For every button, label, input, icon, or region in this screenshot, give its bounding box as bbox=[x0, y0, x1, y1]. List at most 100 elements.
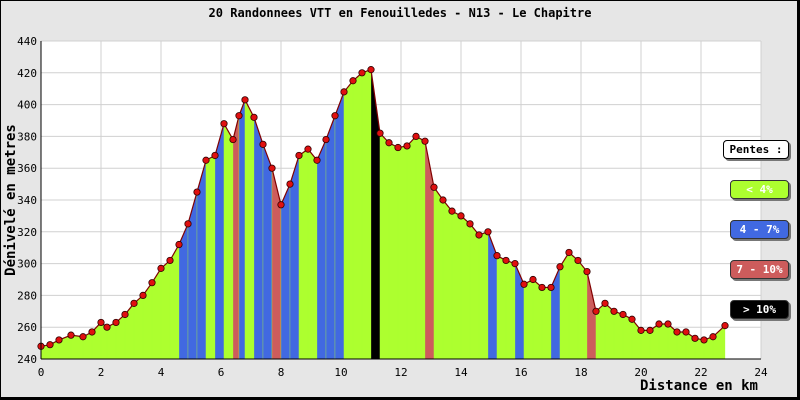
data-point bbox=[67, 331, 75, 339]
slope-segment bbox=[343, 80, 354, 360]
data-point bbox=[322, 135, 330, 144]
data-point bbox=[376, 129, 384, 137]
data-point bbox=[286, 180, 294, 188]
data-point bbox=[520, 280, 528, 288]
slope-segment bbox=[640, 330, 651, 360]
y-tick-label: 360 bbox=[17, 162, 37, 175]
slope-segment bbox=[406, 136, 417, 360]
slope-segment bbox=[238, 99, 246, 360]
x-tick-label: 4 bbox=[158, 366, 165, 379]
data-point bbox=[259, 140, 267, 148]
legend-title: Pentes : bbox=[723, 140, 789, 159]
data-point bbox=[121, 310, 129, 319]
y-tick-label: 400 bbox=[17, 99, 37, 112]
data-point bbox=[592, 307, 600, 315]
data-point bbox=[601, 299, 609, 307]
data-point bbox=[493, 252, 501, 260]
y-tick-label: 240 bbox=[17, 353, 37, 366]
data-point bbox=[637, 326, 645, 334]
y-tick-label: 420 bbox=[17, 67, 37, 80]
data-point bbox=[421, 137, 429, 145]
slope-segment bbox=[451, 210, 462, 360]
data-point bbox=[130, 299, 138, 307]
data-point bbox=[79, 333, 87, 341]
slope-segment bbox=[568, 252, 579, 360]
data-point bbox=[139, 291, 147, 299]
data-point bbox=[220, 120, 228, 128]
data-point bbox=[331, 112, 339, 120]
y-tick-label: 260 bbox=[17, 321, 37, 334]
data-point bbox=[709, 333, 717, 341]
data-point bbox=[88, 328, 96, 336]
slope-segment bbox=[541, 287, 552, 360]
slope-segment bbox=[298, 148, 309, 360]
data-point bbox=[394, 143, 402, 152]
slope-segment bbox=[232, 115, 240, 360]
data-point bbox=[538, 283, 546, 292]
data-point bbox=[628, 315, 636, 323]
x-tick-label: 14 bbox=[454, 366, 468, 379]
data-point bbox=[610, 307, 618, 315]
slope-segment bbox=[352, 72, 363, 360]
data-point bbox=[277, 201, 285, 209]
data-point bbox=[682, 328, 690, 336]
x-tick-label: 8 bbox=[278, 366, 285, 379]
data-point bbox=[148, 279, 156, 287]
data-point bbox=[403, 142, 411, 150]
data-point bbox=[475, 231, 483, 239]
y-tick-label: 340 bbox=[17, 194, 37, 207]
data-point bbox=[664, 320, 672, 328]
slope-segment bbox=[280, 184, 291, 360]
slope-segment bbox=[577, 259, 588, 360]
slope-segment bbox=[334, 91, 345, 360]
y-tick-label: 440 bbox=[17, 35, 37, 48]
data-point bbox=[229, 135, 237, 144]
slope-segment bbox=[505, 260, 516, 360]
x-tick-labels: 0 2 4 6 8 10 12 14 16 18 20 22 24 bbox=[38, 366, 768, 379]
data-point bbox=[583, 267, 591, 276]
chart-title: 20 Randonnees VTT en Fenouilledes - N13 … bbox=[209, 6, 592, 20]
data-point bbox=[412, 132, 420, 140]
slope-segment bbox=[379, 132, 390, 360]
x-tick-label: 0 bbox=[38, 366, 45, 379]
y-tick-label: 280 bbox=[17, 289, 37, 302]
data-point bbox=[448, 207, 456, 215]
data-point bbox=[112, 318, 120, 327]
data-point bbox=[157, 264, 165, 272]
x-tick-label: 18 bbox=[574, 366, 587, 379]
slope-segment bbox=[469, 223, 480, 360]
slope-segment bbox=[442, 199, 453, 360]
data-point bbox=[55, 336, 63, 344]
slope-segment bbox=[613, 311, 624, 360]
x-tick-label: 10 bbox=[334, 366, 347, 379]
slope-segment bbox=[433, 186, 444, 360]
slope-segment bbox=[205, 155, 216, 360]
slope-segment bbox=[253, 117, 264, 360]
data-point bbox=[565, 248, 573, 257]
data-point bbox=[574, 256, 582, 265]
x-tick-label: 6 bbox=[218, 366, 225, 379]
x-tick-label: 22 bbox=[694, 366, 707, 379]
slope-segment bbox=[478, 231, 489, 360]
data-point bbox=[103, 323, 111, 331]
y-tick-label: 320 bbox=[17, 226, 37, 239]
data-point bbox=[430, 183, 438, 191]
x-tick-label: 20 bbox=[634, 366, 647, 379]
slope-segment bbox=[676, 331, 687, 360]
slope-segment bbox=[397, 145, 408, 360]
data-point bbox=[367, 66, 375, 74]
slope-segment bbox=[658, 323, 669, 360]
data-points bbox=[37, 66, 729, 350]
slope-segment bbox=[223, 123, 234, 360]
legend-item: < 4% bbox=[730, 180, 789, 199]
data-point bbox=[241, 96, 249, 104]
data-point bbox=[484, 228, 492, 236]
slope-segment bbox=[523, 279, 534, 360]
data-point bbox=[46, 341, 54, 349]
slope-segment bbox=[496, 255, 507, 360]
data-point bbox=[439, 196, 447, 204]
slope-segment bbox=[415, 136, 426, 360]
data-point bbox=[619, 310, 627, 319]
data-point bbox=[193, 188, 201, 196]
